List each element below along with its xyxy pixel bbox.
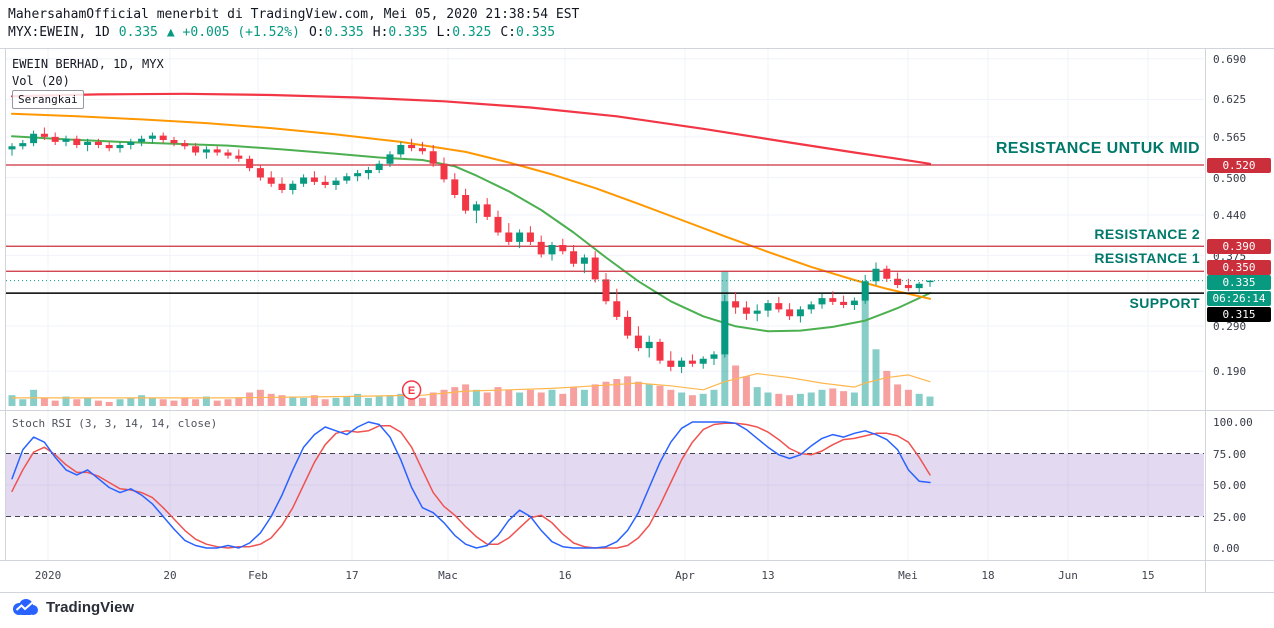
ohlc-close-value: 0.335 [516, 25, 556, 40]
time-axis-label: 18 [981, 569, 995, 582]
stoch-axis-label: 50.00 [1213, 479, 1247, 492]
svg-text:E: E [408, 385, 415, 397]
stoch-d-line [11, 422, 931, 549]
time-axis-label: Mac [438, 569, 458, 582]
ma-orange-line [11, 112, 931, 300]
stoch-k-line [11, 421, 931, 549]
symbol-name[interactable]: MYX:EWEIN, 1D [8, 25, 110, 40]
price-axis-label: 0.625 [1213, 93, 1247, 107]
resistance-mid-label: RESISTANCE UNTUK MID [995, 140, 1200, 157]
support-label: SUPPORT [1129, 295, 1200, 311]
price-axis-label: 0.500 [1213, 171, 1247, 185]
time-axis-label: 15 [1141, 569, 1155, 582]
price-badge-0350: 0.350 [1207, 259, 1271, 275]
price-badge-0335: 0.335 [1207, 274, 1271, 290]
time-axis-label: 20 [163, 569, 177, 582]
publisher-line: MahersahamOfficial menerbit di TradingVi… [8, 7, 580, 22]
stoch-axis-label: 0.00 [1213, 542, 1240, 555]
price-axis-label: 0.565 [1213, 130, 1247, 144]
tradingview-branding[interactable]: TradingView [10, 597, 134, 617]
resistance-2-label: RESISTANCE 2 [1094, 226, 1200, 242]
price-axis-label: 0.190 [1213, 365, 1247, 379]
price-axis-label: 0.290 [1213, 320, 1247, 333]
stoch-axis-label: 75.00 [1213, 447, 1247, 461]
ohlc-high-value: 0.335 [388, 25, 428, 40]
time-axis-label: 13 [761, 569, 775, 582]
stoch-rsi-legend[interactable]: Stoch RSI (3, 3, 14, 14, close) [12, 417, 218, 430]
price-change: ▲ +0.005 (+1.52%) [166, 25, 300, 40]
ohlc-high-label: H: [372, 25, 389, 40]
price-badge-0390: 0.390 [1207, 238, 1271, 254]
ohlc-low-label: L: [436, 25, 453, 40]
ma-serangkai-red-line [10, 92, 932, 165]
level-lines[interactable] [6, 164, 1204, 294]
stoch-axis-label: 100.00 [1213, 416, 1253, 429]
legend-volume-indicator[interactable]: Vol (20) [12, 74, 70, 88]
chart-header: MahersahamOfficial menerbit di TradingVi… [8, 6, 579, 42]
price-badge-062614: 06:26:14 [1207, 290, 1271, 306]
last-price: 0.335 [118, 25, 158, 40]
volume-ma-line [11, 373, 931, 399]
earnings-icon[interactable]: E [401, 380, 422, 400]
volume-series [8, 271, 934, 406]
time-axis-label: Feb [248, 569, 268, 582]
ohlc-open-label: O: [308, 25, 325, 40]
ohlc-low-value: 0.325 [452, 25, 492, 40]
ma-green-line [11, 135, 931, 333]
price-axis-label: 0.690 [1213, 52, 1247, 66]
time-axis-label: Apr [675, 569, 695, 582]
stoch-overbought-oversold-band [6, 453, 1204, 517]
legend-symbol-title[interactable]: EWEIN BERHAD, 1D, MYX [12, 57, 164, 71]
time-axis-label: Jun [1058, 569, 1078, 582]
tradingview-brand-text: TradingView [46, 598, 135, 616]
time-axis-label: Mei [898, 569, 918, 582]
tradingview-cloud-icon [13, 599, 38, 615]
price-badge-0315: 0.315 [1207, 306, 1271, 322]
time-axis-label: 2020 [34, 569, 62, 582]
time-scale[interactable]: 2020 20 Feb 17 Mac 16 Apr 13 Mei 18 Jun 15 [0, 562, 1274, 590]
candlestick-series [8, 127, 934, 374]
symbol-info-line: MYX:EWEIN, 1D 0.335 ▲ +0.005 (+1.52%) O:0.3… [8, 24, 579, 42]
panel-borders [0, 48, 1274, 593]
time-axis-label: 17 [345, 569, 359, 582]
ohlc-open-value: 0.335 [324, 25, 364, 40]
stoch-axis-label: 25.00 [1213, 510, 1247, 524]
price-axis-label: 0.440 [1213, 209, 1247, 222]
legend-serangkai-indicator[interactable]: Serangkai [12, 90, 84, 109]
chart-legend: EWEIN BERHAD, 1D, MYX Vol (20) Serangkai [12, 56, 164, 109]
ohlc-close-label: C: [500, 25, 516, 40]
time-axis-label: 16 [558, 569, 572, 582]
price-badge-0520: 0.520 [1207, 157, 1271, 173]
resistance-1-label: RESISTANCE 1 [1094, 250, 1200, 266]
price-scale[interactable]: 0.690 0.625 0.565 0.500 0.440 0.375 0.290 0.190… [1205, 48, 1274, 592]
